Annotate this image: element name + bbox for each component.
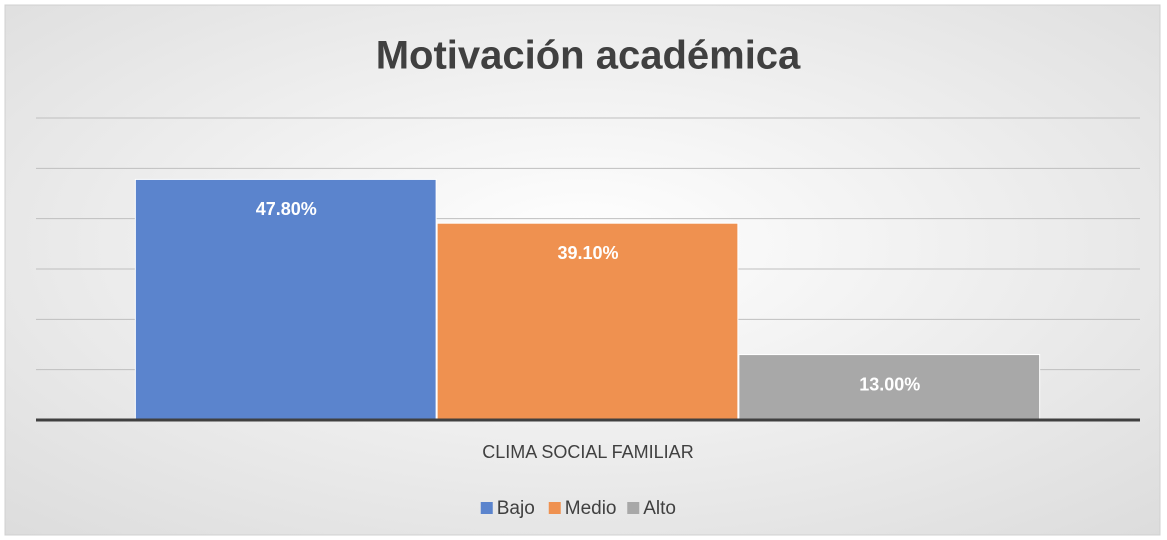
- legend-swatch: [627, 502, 640, 514]
- bar: [134, 178, 437, 421]
- data-label: 13.00%: [859, 374, 920, 394]
- legend-label: Medio: [565, 498, 617, 519]
- data-label: 47.80%: [256, 199, 317, 219]
- legend-label: Bajo: [497, 498, 535, 519]
- chart-title: Motivación académica: [376, 34, 801, 78]
- bar: [738, 354, 1041, 421]
- legend-swatch: [480, 502, 493, 514]
- x-axis-label: CLIMA SOCIAL FAMILIAR: [482, 442, 693, 462]
- legend-swatch: [548, 502, 561, 514]
- bar: [436, 222, 739, 421]
- data-label: 39.10%: [557, 243, 618, 263]
- legend-label: Alto: [643, 498, 676, 519]
